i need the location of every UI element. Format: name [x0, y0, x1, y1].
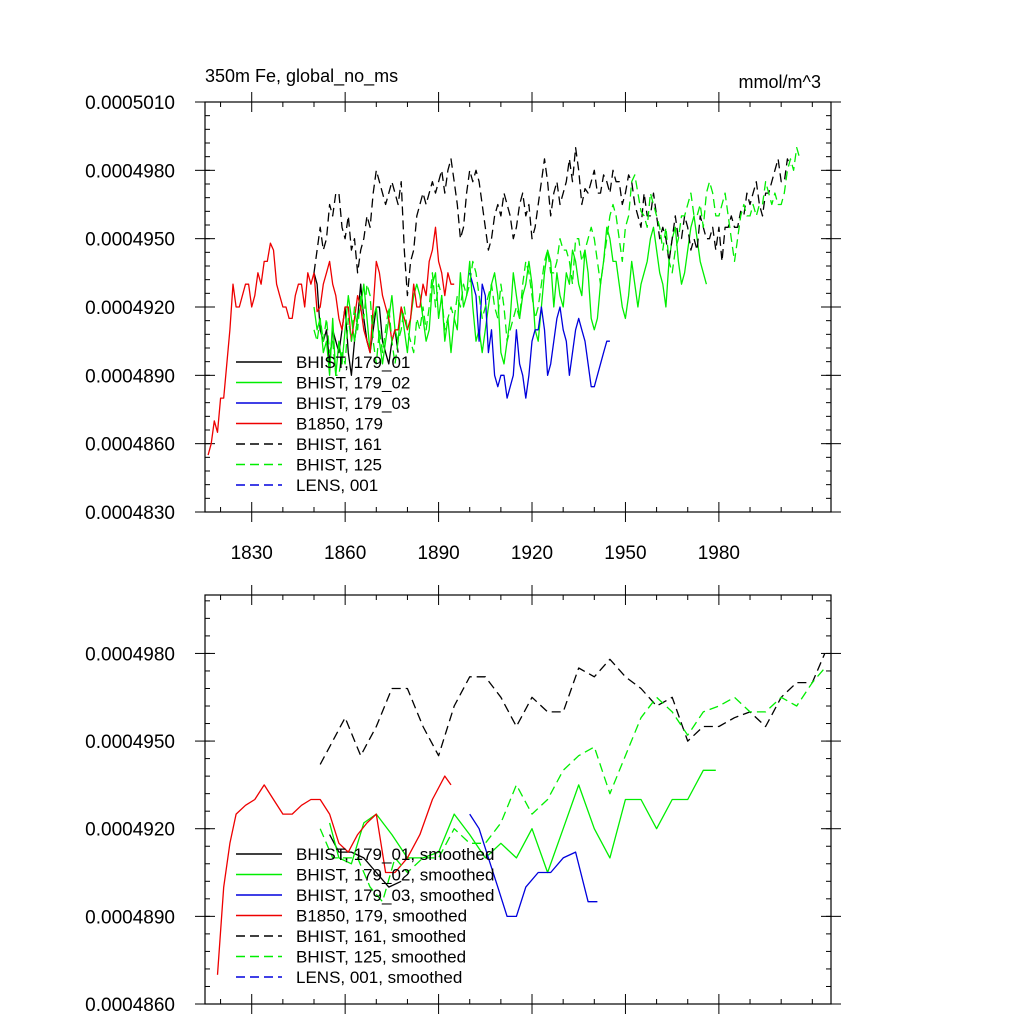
series-line-b1850-179 — [207, 226, 455, 456]
legend-label: B1850, 179 — [296, 415, 383, 434]
series-line-b1850-179-smoothed — [216, 775, 452, 975]
series-line-bhist-125-smoothed — [319, 667, 826, 903]
x-tick-label: 1980 — [698, 543, 740, 564]
legend-label: BHIST, 179_02 — [296, 374, 410, 393]
y-tick-label: 0.0004890 — [85, 907, 175, 928]
x-tick-label: 1860 — [324, 543, 366, 564]
series-line-bhist-179-03 — [469, 272, 610, 399]
x-tick-label: 1890 — [417, 543, 459, 564]
series-group — [216, 653, 826, 975]
legend-label: BHIST, 161 — [296, 435, 382, 454]
y-tick-label: 0.0004860 — [85, 995, 175, 1016]
series-line-bhist-179-03-smoothed — [469, 813, 598, 918]
x-tick-label: 1950 — [604, 543, 646, 564]
legend-label: BHIST, 125 — [296, 456, 382, 475]
series-line-bhist-161-smoothed — [319, 653, 826, 765]
legend-label: B1850, 179, smoothed — [296, 907, 467, 926]
y-tick-label: 0.0004950 — [85, 230, 175, 251]
y-tick-label: 0.0004920 — [85, 820, 175, 841]
y-tick-label: 0.0005010 — [85, 93, 175, 114]
chart-title: 350m Fe, global_no_ms — [205, 66, 398, 87]
series-line-bhist-161 — [313, 146, 792, 297]
legend-label: LENS, 001, smoothed — [296, 968, 462, 987]
y-tick-label: 0.0004890 — [85, 366, 175, 387]
series-line-bhist-179-02 — [313, 215, 708, 376]
y-tick-label: 0.0004860 — [85, 435, 175, 456]
legend-label: BHIST, 161, smoothed — [296, 927, 466, 946]
legend-label: BHIST, 179_03 — [296, 394, 410, 413]
x-tick-label: 1830 — [231, 543, 273, 564]
series-line-bhist-179-02-smoothed — [328, 769, 716, 874]
y-tick-label: 0.0004980 — [85, 161, 175, 182]
y-tick-label: 0.0004980 — [85, 644, 175, 665]
series-line-bhist-125 — [313, 146, 801, 376]
series-group — [207, 146, 801, 456]
units-label: mmol/m^3 — [739, 72, 821, 92]
legend-label: BHIST, 179_01, smoothed — [296, 845, 494, 864]
legend-label: LENS, 001 — [296, 476, 378, 495]
y-tick-label: 0.0004920 — [85, 298, 175, 319]
legend-label: BHIST, 179_01 — [296, 353, 410, 372]
legend-label: BHIST, 125, smoothed — [296, 948, 466, 967]
x-tick-label: 1920 — [511, 543, 553, 564]
bottom-panel: 0.0004860 0.0004890 0.0004920 0.0004950 0.00… — [85, 585, 841, 1016]
plot-frame — [204, 594, 832, 1005]
legend-label: BHIST, 179_03, smoothed — [296, 886, 494, 905]
legend-label: BHIST, 179_02, smoothed — [296, 866, 494, 885]
series-line-bhist-179-01-smoothed — [329, 834, 402, 888]
top-panel: 1830 1860 1890 1920 1950 1980 0.0004830 0.00048… — [85, 66, 841, 564]
y-tick-label: 0.0004830 — [85, 503, 175, 524]
y-tick-label: 0.0004950 — [85, 732, 175, 753]
